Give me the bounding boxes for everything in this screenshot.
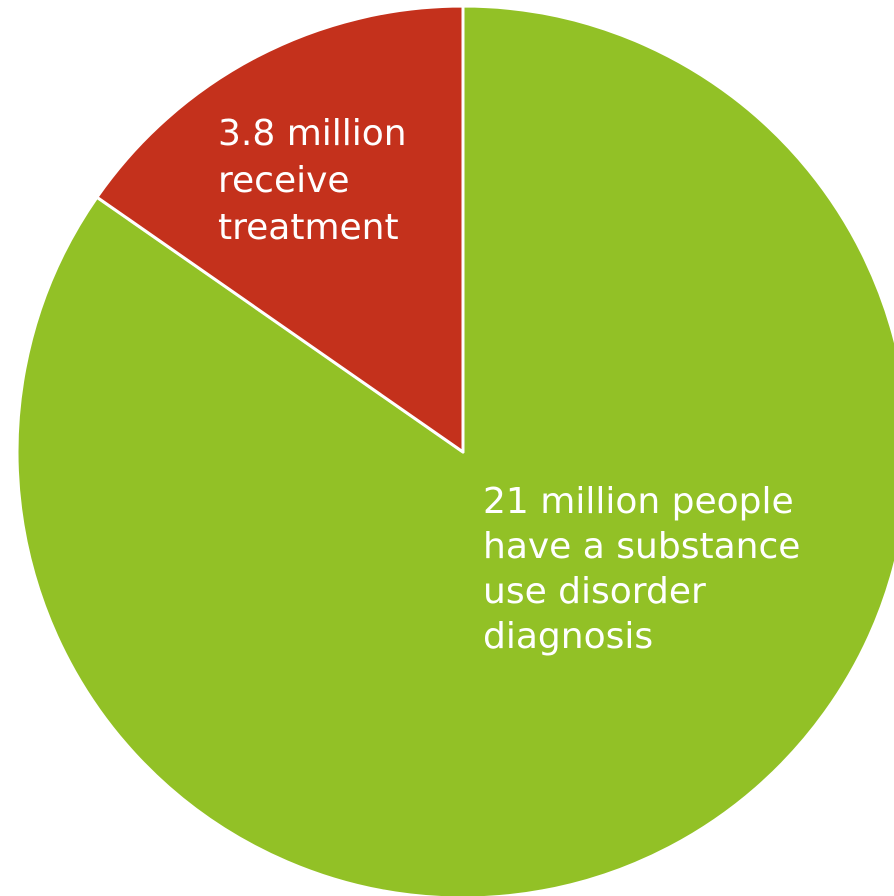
pie-slice-treatment — [95, 4, 465, 454]
label-diagnosis-line: diagnosis — [483, 616, 653, 657]
label-diagnosis-line: 21 million people — [483, 481, 794, 522]
pie-slices — [15, 4, 894, 896]
label-diagnosis: 21 million people have a substance use dis… — [483, 481, 800, 657]
label-treatment-line: treatment — [218, 207, 399, 248]
label-treatment-line: receive — [218, 160, 350, 201]
label-treatment: 3.8 million receive treatment — [218, 113, 407, 248]
pie-labels: 3.8 million receive treatment 21 million pe… — [218, 113, 800, 657]
pie-slice-diagnosis — [15, 4, 894, 896]
label-diagnosis-line: have a substance — [483, 526, 800, 567]
label-diagnosis-line: use disorder — [483, 571, 706, 612]
label-treatment-line: 3.8 million — [218, 113, 407, 154]
